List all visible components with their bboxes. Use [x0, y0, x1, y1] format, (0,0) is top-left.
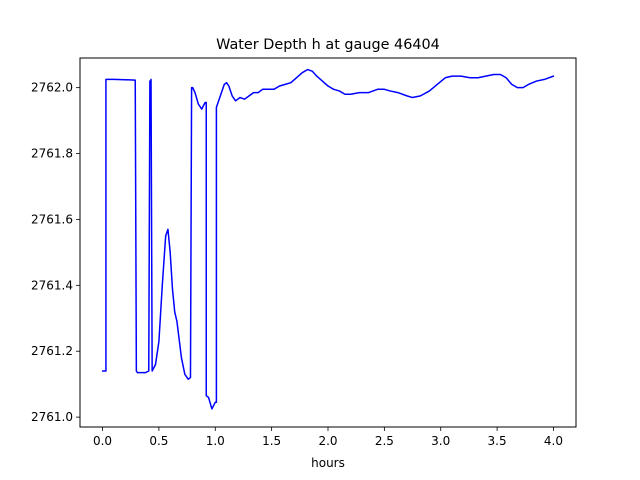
series-layer: [101, 68, 555, 410]
y-tick-label: 2761.0: [31, 410, 73, 424]
series-line-0: [101, 68, 555, 410]
x-tick-label: 0.0: [93, 434, 112, 448]
x-tick-label: 0.5: [149, 434, 168, 448]
x-tick-label: 3.0: [431, 434, 450, 448]
x-tick-label: 1.5: [262, 434, 281, 448]
y-tick-label: 2761.8: [31, 147, 73, 161]
x-tick-label: 2.5: [375, 434, 394, 448]
y-tick-label: 2761.6: [31, 212, 73, 226]
y-tick-label: 2761.4: [31, 278, 73, 292]
x-tick-label: 3.5: [488, 434, 507, 448]
x-tick-label: 1.0: [206, 434, 225, 448]
y-axis-ticks: 2761.0 2761.2 2761.4 2761.6 2761.8 2762.0: [31, 81, 80, 424]
plot-area: [80, 58, 576, 427]
x-axis-ticks: 0.0 0.5 1.0 1.5 2.0 2.5 3.0 3.5 4.0: [93, 427, 563, 448]
x-tick-label: 4.0: [544, 434, 563, 448]
y-tick-label: 2761.2: [31, 344, 73, 358]
x-tick-label: 2.0: [318, 434, 337, 448]
x-axis-label: hours: [311, 456, 345, 470]
y-tick-label: 2762.0: [31, 81, 73, 95]
chart-title: Water Depth h at gauge 46404: [216, 37, 440, 53]
